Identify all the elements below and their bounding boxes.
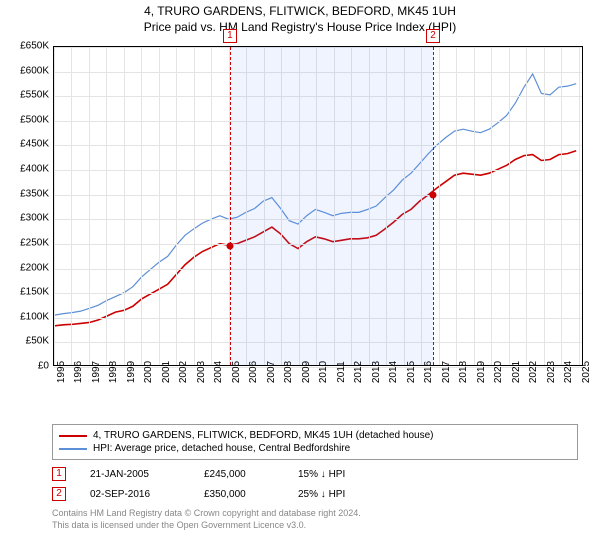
x-axis-label: 2025 — [581, 361, 592, 383]
sale-price: £245,000 — [204, 469, 274, 480]
sale-marker-icon: 2 — [426, 29, 440, 43]
x-axis-label: 1999 — [126, 361, 137, 383]
legend-label: HPI: Average price, detached house, Cent… — [93, 443, 350, 454]
x-axis-label: 2007 — [266, 361, 277, 383]
chart-area: 12 £0 £50K £100K £150K £200K £250K £300K £350K £… — [5, 38, 595, 418]
x-axis-label: 2011 — [336, 361, 347, 383]
sales-row: 2 02-SEP-2016 £350,000 25% ↓ HPI — [52, 484, 578, 504]
y-axis-label: £450K — [20, 139, 49, 150]
x-axis-label: 2022 — [528, 361, 539, 383]
legend-item: 4, TRURO GARDENS, FLITWICK, BEDFORD, MK4… — [59, 429, 571, 442]
attribution: Contains HM Land Registry data © Crown c… — [52, 508, 578, 531]
y-axis-label: £50K — [26, 336, 49, 347]
legend: 4, TRURO GARDENS, FLITWICK, BEDFORD, MK4… — [52, 424, 578, 460]
x-axis-label: 2009 — [301, 361, 312, 383]
sale-delta: 25% ↓ HPI — [298, 489, 345, 500]
legend-swatch — [59, 448, 87, 450]
x-axis-label: 1996 — [73, 361, 84, 383]
attribution-line: Contains HM Land Registry data © Crown c… — [52, 508, 578, 520]
chart-container: 4, TRURO GARDENS, FLITWICK, BEDFORD, MK4… — [0, 0, 600, 560]
x-axis-label: 2020 — [493, 361, 504, 383]
chart-subtitle: Price paid vs. HM Land Registry's House … — [0, 18, 600, 38]
x-axis-label: 2003 — [196, 361, 207, 383]
y-axis-label: £0 — [38, 361, 49, 372]
y-axis-label: £600K — [20, 65, 49, 76]
x-axis-label: 2010 — [318, 361, 329, 383]
legend-item: HPI: Average price, detached house, Cent… — [59, 442, 571, 455]
sale-date: 21-JAN-2005 — [90, 469, 180, 480]
y-axis-label: £650K — [20, 41, 49, 52]
x-axis-label: 2016 — [423, 361, 434, 383]
x-axis-label: 2005 — [231, 361, 242, 383]
sale-marker-icon: 1 — [223, 29, 237, 43]
sale-price: £350,000 — [204, 489, 274, 500]
x-axis-label: 2001 — [161, 361, 172, 383]
sale-date: 02-SEP-2016 — [90, 489, 180, 500]
chart-title: 4, TRURO GARDENS, FLITWICK, BEDFORD, MK4… — [0, 0, 600, 18]
x-axis-label: 1995 — [56, 361, 67, 383]
x-axis-label: 1998 — [108, 361, 119, 383]
x-axis-label: 2000 — [143, 361, 154, 383]
y-axis-label: £150K — [20, 287, 49, 298]
y-axis-label: £100K — [20, 311, 49, 322]
x-axis-label: 2015 — [406, 361, 417, 383]
y-axis-label: £200K — [20, 262, 49, 273]
y-axis-label: £550K — [20, 90, 49, 101]
x-axis-label: 2021 — [511, 361, 522, 383]
y-axis-label: £500K — [20, 114, 49, 125]
attribution-line: This data is licensed under the Open Gov… — [52, 520, 578, 532]
x-axis-label: 2002 — [178, 361, 189, 383]
sales-row: 1 21-JAN-2005 £245,000 15% ↓ HPI — [52, 464, 578, 484]
x-axis-label: 2019 — [476, 361, 487, 383]
y-axis-label: £300K — [20, 213, 49, 224]
x-axis-label: 2006 — [248, 361, 259, 383]
x-axis-label: 2008 — [283, 361, 294, 383]
x-axis-label: 2017 — [441, 361, 452, 383]
y-axis-label: £350K — [20, 188, 49, 199]
x-axis-label: 2018 — [458, 361, 469, 383]
x-axis-label: 1997 — [91, 361, 102, 383]
sales-table: 1 21-JAN-2005 £245,000 15% ↓ HPI 2 02-SE… — [52, 464, 578, 504]
sale-marker-icon: 2 — [52, 487, 66, 501]
y-axis-label: £250K — [20, 237, 49, 248]
x-axis-label: 2013 — [371, 361, 382, 383]
y-axis-label: £400K — [20, 164, 49, 175]
sale-marker-icon: 1 — [52, 467, 66, 481]
sale-marker-dot — [430, 191, 437, 198]
x-axis-label: 2004 — [213, 361, 224, 383]
x-axis-label: 2012 — [353, 361, 364, 383]
plot-region: 12 — [53, 46, 583, 366]
legend-swatch — [59, 435, 87, 437]
x-axis-label: 2023 — [546, 361, 557, 383]
sale-delta: 15% ↓ HPI — [298, 469, 345, 480]
sale-marker-dot — [226, 243, 233, 250]
x-axis-label: 2024 — [563, 361, 574, 383]
x-axis-label: 2014 — [388, 361, 399, 383]
legend-label: 4, TRURO GARDENS, FLITWICK, BEDFORD, MK4… — [93, 430, 433, 441]
